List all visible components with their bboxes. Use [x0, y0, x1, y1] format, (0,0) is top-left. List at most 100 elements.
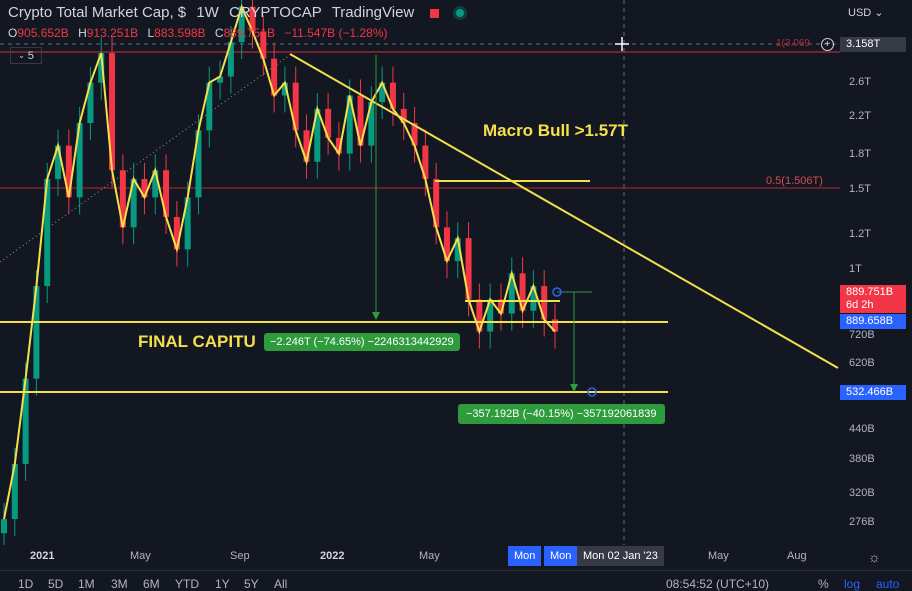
candle-body	[314, 108, 321, 162]
price-tick: 620B	[849, 357, 875, 369]
measure-label-2[interactable]: −357.192B (−40.15%) −357192061839	[458, 404, 665, 424]
low-label: L	[147, 26, 155, 40]
range-5y-button[interactable]: 5Y	[244, 577, 259, 591]
candle-body	[152, 170, 159, 198]
fib-level-05-label: 0.5(1.506T)	[766, 175, 823, 187]
measure-arrowhead-2	[570, 384, 578, 392]
candle-body	[519, 273, 526, 311]
candle-body	[530, 286, 537, 311]
candle-body	[119, 170, 126, 228]
interval-label[interactable]: 1W	[196, 4, 219, 21]
price-tick: 1.2T	[849, 228, 872, 240]
range-1d-button[interactable]: 1D	[18, 577, 34, 591]
low-value: 883.598B	[154, 26, 206, 40]
macro-bull-annotation[interactable]: Macro Bull >1.57T	[483, 121, 629, 140]
time-tick: May	[419, 550, 440, 562]
close-value: 889.751B	[223, 26, 275, 40]
range-end-tag: Mon	[544, 546, 578, 566]
currency-label: USD	[848, 7, 872, 19]
candle-body	[76, 122, 83, 198]
candle-body	[368, 102, 375, 146]
flag-icon[interactable]	[430, 8, 440, 18]
candle-body	[552, 319, 558, 332]
price-axis[interactable]	[840, 0, 912, 545]
indicator-count: 5	[27, 49, 34, 62]
time-tick: 2022	[320, 550, 345, 562]
open-value: 905.652B	[17, 26, 69, 40]
candle-body	[227, 42, 234, 77]
candle-body	[195, 130, 202, 198]
candle-body	[292, 82, 299, 131]
range-ytd-button[interactable]: YTD	[175, 577, 199, 591]
candle-body	[87, 82, 94, 123]
candle-body	[497, 299, 504, 314]
exchange-label: CRYPTOCAP	[228, 4, 322, 21]
candle-body	[508, 273, 515, 314]
candle-body	[11, 463, 18, 520]
candle-body	[335, 137, 342, 154]
candle-body	[281, 82, 288, 96]
candle-body	[443, 227, 450, 262]
price-tick: 2.6T	[849, 76, 872, 88]
measure-label-1[interactable]: −2.246T (−74.65%) −2246313442929	[264, 333, 460, 351]
range-6m-button[interactable]: 6M	[143, 577, 160, 591]
candle-body	[238, 6, 245, 43]
price-tick: 276B	[849, 516, 875, 528]
source-label: TradingView	[331, 4, 415, 21]
candle-body	[55, 145, 62, 179]
candle-body	[411, 122, 418, 146]
chart-area[interactable]	[0, 0, 840, 545]
final-capitulation-annotation[interactable]: FINAL CAPITU	[138, 332, 256, 351]
time-axis[interactable]	[0, 545, 840, 570]
range-1y-button[interactable]: 1Y	[215, 577, 230, 591]
currency-select[interactable]: USD ⌄	[848, 6, 884, 19]
candle-body	[357, 95, 364, 146]
zigzag-trendline	[3, 3, 556, 520]
candle-body	[22, 378, 29, 464]
time-tick: Aug	[787, 550, 807, 562]
crosshair-date-tag: Mon 02 Jan '23	[577, 546, 664, 566]
candle-body	[487, 299, 494, 332]
support-price-tag: 889.658B	[840, 314, 906, 329]
candle-body	[271, 58, 278, 96]
clock-label[interactable]: 08:54:52 (UTC+10)	[666, 577, 770, 591]
close-label: C	[214, 26, 224, 40]
price-chart[interactable]	[0, 0, 840, 545]
dotted-trendline	[0, 54, 291, 263]
candle-body	[217, 76, 224, 83]
range-5d-button[interactable]: 5D	[48, 577, 64, 591]
percent-scale-button[interactable]: %	[818, 577, 829, 591]
range-all-button[interactable]: All	[274, 577, 288, 591]
log-scale-button[interactable]: log	[844, 577, 861, 591]
fib-level-1-label: 1(3.069	[776, 38, 810, 49]
range-1m-button[interactable]: 1M	[78, 577, 95, 591]
gear-icon[interactable]: ☼	[868, 549, 881, 565]
add-alert-icon[interactable]: +	[821, 38, 834, 51]
candle-body	[184, 197, 191, 250]
candle-body	[1, 519, 7, 534]
symbol-title[interactable]: Crypto Total Market Cap, $	[8, 4, 187, 21]
high-value: 913.251B	[86, 26, 139, 40]
candle-body	[173, 216, 180, 250]
open-label: O	[8, 26, 18, 40]
bottom-toolbar	[0, 570, 912, 591]
change-value: −11.547B (−1.28%)	[284, 26, 388, 40]
candle-body	[249, 6, 256, 32]
high-label: H	[78, 26, 87, 40]
candle-body	[109, 53, 116, 171]
candle-body	[98, 53, 105, 83]
auto-scale-button[interactable]: auto	[876, 577, 900, 591]
candle-body	[33, 286, 40, 379]
ohlc-legend: O905.652B H913.251B L883.598B C889.751B …	[8, 26, 394, 40]
candle-body	[400, 108, 407, 123]
candle-body	[260, 31, 267, 59]
candle-body	[454, 238, 461, 262]
indicators-toggle[interactable]: ⌄ 5	[10, 47, 42, 64]
target-price-tag: 532.466B	[840, 385, 906, 400]
candle-body	[465, 238, 472, 300]
price-tick: 320B	[849, 487, 875, 499]
candle-body	[44, 178, 51, 287]
chart-header: Crypto Total Market Cap, $ 1W CRYPTOCAP …	[8, 4, 470, 21]
price-tick: 440B	[849, 423, 875, 435]
range-3m-button[interactable]: 3M	[111, 577, 128, 591]
